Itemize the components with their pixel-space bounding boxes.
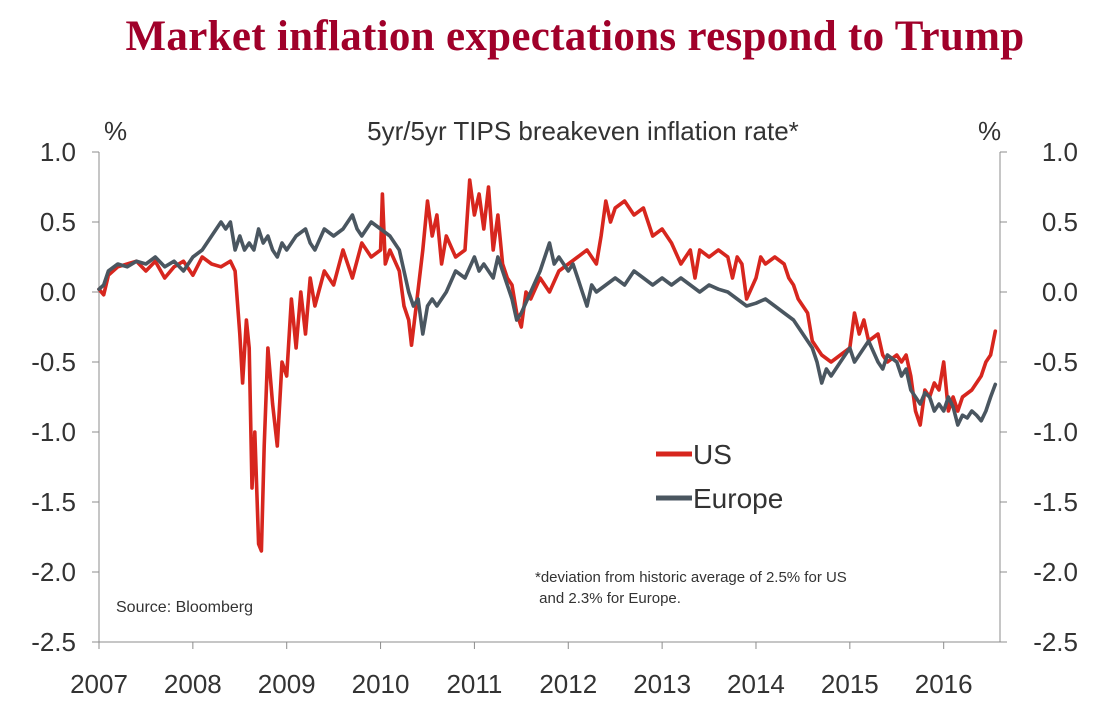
- left-unit-label: %: [104, 116, 127, 146]
- left-tick-label: 0.0: [40, 277, 76, 307]
- chart-title: Market inflation expectations respond to…: [125, 13, 1025, 60]
- right-tick-label: 0.0: [1042, 277, 1078, 307]
- x-tick-label: 2013: [633, 669, 691, 699]
- right-tick-label: -2.5: [1033, 627, 1078, 657]
- left-tick-label: -1.0: [31, 417, 76, 447]
- series-line-europe: [97, 213, 998, 427]
- right-tick-label: -1.0: [1033, 417, 1078, 447]
- right-tick-label: -1.5: [1033, 487, 1078, 517]
- right-tick-label: 1.0: [1042, 137, 1078, 167]
- left-y-ticks: 1.0 0.5 0.0 -0.5 -1.0 -1.5 -2.0 -2.5: [31, 137, 99, 657]
- footnote-line-1: *deviation from historic average of 2.5%…: [535, 569, 847, 586]
- x-tick-label: 2016: [915, 669, 973, 699]
- chart-subtitle: 5yr/5yr TIPS breakeven inflation rate*: [367, 116, 799, 146]
- x-tick-label: 2011: [446, 669, 502, 699]
- series-layer: [97, 178, 998, 553]
- x-ticks: 2007 2008 2009 2010 2011 2012 2013 2014 2015 2016: [70, 642, 973, 699]
- left-tick-label: -0.5: [31, 347, 76, 377]
- right-y-ticks: 1.0 0.5 0.0 -0.5 -1.0 -1.5 -2.0 -2.5: [1000, 137, 1078, 657]
- legend-europe-label: Europe: [693, 483, 783, 514]
- left-tick-label: -2.5: [31, 627, 76, 657]
- right-unit-label: %: [978, 116, 1001, 146]
- right-tick-label: -2.0: [1033, 557, 1078, 587]
- right-tick-label: -0.5: [1033, 347, 1078, 377]
- legend: US Europe: [656, 439, 783, 514]
- left-tick-label: 1.0: [40, 137, 76, 167]
- left-tick-label: -2.0: [31, 557, 76, 587]
- left-tick-label: 0.5: [40, 207, 76, 237]
- x-tick-label: 2010: [352, 669, 410, 699]
- x-tick-label: 2015: [821, 669, 879, 699]
- left-tick-label: -1.5: [31, 487, 76, 517]
- right-tick-label: 0.5: [1042, 207, 1078, 237]
- source-label: Source: Bloomberg: [116, 599, 253, 616]
- x-tick-label: 2008: [164, 669, 222, 699]
- x-tick-label: 2014: [727, 669, 785, 699]
- footnote-line-2: and 2.3% for Europe.: [535, 590, 681, 607]
- x-tick-label: 2012: [539, 669, 597, 699]
- legend-us-label: US: [693, 439, 732, 470]
- x-tick-label: 2007: [70, 669, 128, 699]
- x-tick-label: 2009: [258, 669, 316, 699]
